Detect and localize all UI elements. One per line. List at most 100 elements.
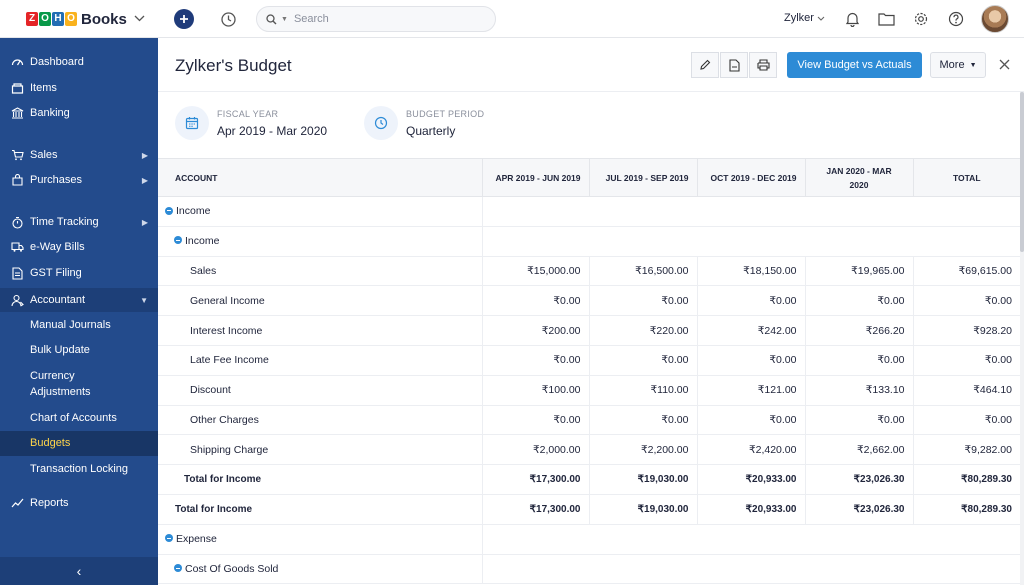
row-total: ₹0.00 xyxy=(912,405,1020,436)
sidebar-item-sales[interactable]: Sales ▶ xyxy=(0,145,158,165)
sidebar-subitem-budgets[interactable]: Budgets xyxy=(0,431,158,456)
sidebar-item-accountant[interactable]: Accountant ▼ xyxy=(0,288,158,312)
print-button[interactable] xyxy=(749,52,777,78)
main-content: Zylker's Budget View Budget vs Actuals M… xyxy=(158,38,1024,585)
row-total: ₹464.10 xyxy=(912,375,1020,406)
sidebar-item-reports[interactable]: Reports xyxy=(0,493,158,513)
group-name[interactable]: Expense xyxy=(158,524,482,555)
export-pdf-button[interactable] xyxy=(720,52,748,78)
group-name[interactable]: Cost Of Goods Sold xyxy=(158,554,482,585)
bell-icon xyxy=(845,12,859,27)
collapse-icon[interactable] xyxy=(165,534,173,543)
budget-cell[interactable]: ₹15,000.00 xyxy=(481,256,589,287)
chevron-right-icon: ▶ xyxy=(141,175,148,185)
search-box[interactable]: ▼ xyxy=(256,6,496,32)
budget-cell[interactable]: ₹19,965.00 xyxy=(804,256,913,287)
sidebar-item-items[interactable]: Items xyxy=(0,78,158,98)
budget-cell[interactable]: ₹133.10 xyxy=(804,375,913,406)
scrollbar-thumb[interactable] xyxy=(1020,92,1024,252)
brand-name: Books xyxy=(81,10,127,28)
budget-cell[interactable]: ₹0.00 xyxy=(804,285,913,317)
search-input[interactable] xyxy=(293,13,474,25)
budget-cell[interactable]: ₹2,200.00 xyxy=(588,434,697,466)
settings-button[interactable] xyxy=(911,9,931,29)
budget-cell[interactable]: ₹16,500.00 xyxy=(588,256,697,287)
sidebar-item-gst-filing[interactable]: GST Filing xyxy=(0,263,158,283)
budget-cell[interactable]: ₹2,662.00 xyxy=(804,434,913,466)
quick-create-button[interactable] xyxy=(174,9,194,29)
group-row-expense[interactable]: Expense xyxy=(158,524,1020,555)
view-budget-vs-actuals-button[interactable]: View Budget vs Actuals xyxy=(787,52,922,78)
group-name[interactable]: Income xyxy=(158,226,482,257)
sidebar-item-purchases[interactable]: Purchases ▶ xyxy=(0,170,158,190)
chevron-left-icon: ‹ xyxy=(76,563,82,579)
sidebar-item-eway-bills[interactable]: e-Way Bills xyxy=(0,237,158,257)
sidebar-subitem-bulk-update[interactable]: Bulk Update xyxy=(30,344,90,356)
sidebar-subitem-manual-journals[interactable]: Manual Journals xyxy=(30,319,111,331)
organization-switcher[interactable]: Zylker xyxy=(784,12,825,24)
budget-cell[interactable]: ₹0.00 xyxy=(804,405,913,436)
budget-cell[interactable]: ₹2,000.00 xyxy=(481,434,589,466)
edit-button[interactable] xyxy=(691,52,719,78)
column-header-account: ACCOUNT xyxy=(158,158,482,197)
column-header-q2: JUL 2019 - SEP 2019 xyxy=(588,158,697,197)
budget-cell[interactable]: ₹0.00 xyxy=(588,405,697,436)
collapse-icon[interactable] xyxy=(174,236,182,245)
budget-cell[interactable]: ₹0.00 xyxy=(588,345,697,376)
app-switcher[interactable]: Z O H O Books xyxy=(0,0,158,38)
group-row-cogs[interactable]: Cost Of Goods Sold xyxy=(158,554,1020,585)
budget-cell[interactable]: ₹200.00 xyxy=(481,315,589,346)
group-name[interactable]: Income xyxy=(158,196,482,227)
sidebar-item-dashboard[interactable]: Dashboard xyxy=(0,52,158,72)
cart-icon xyxy=(10,148,24,162)
dashboard-icon xyxy=(10,55,24,69)
budget-cell[interactable]: ₹220.00 xyxy=(588,315,697,346)
budget-cell[interactable]: ₹100.00 xyxy=(481,375,589,406)
budget-cell[interactable]: ₹18,150.00 xyxy=(696,256,805,287)
budget-cell[interactable]: ₹121.00 xyxy=(696,375,805,406)
collapse-icon[interactable] xyxy=(165,206,173,215)
sidebar-item-banking[interactable]: Banking xyxy=(0,103,158,123)
accountant-icon xyxy=(10,293,24,307)
recent-history-button[interactable] xyxy=(218,9,238,29)
scrollbar[interactable] xyxy=(1020,92,1024,585)
budget-cell[interactable]: ₹266.20 xyxy=(804,315,913,346)
budget-cell[interactable]: ₹0.00 xyxy=(481,345,589,376)
group-row-income-sub[interactable]: Income xyxy=(158,226,1020,257)
table-row: Sales ₹15,000.00 ₹16,500.00 ₹18,150.00 ₹… xyxy=(158,256,1020,287)
group-row-income[interactable]: Income xyxy=(158,196,1020,227)
column-header-total: TOTAL xyxy=(912,158,1020,197)
budget-cell[interactable]: ₹2,420.00 xyxy=(696,434,805,466)
sidebar-subitem-transaction-locking[interactable]: Transaction Locking xyxy=(30,463,129,475)
sidebar-subitem-chart-of-accounts[interactable]: Chart of Accounts xyxy=(30,412,117,424)
collapse-sidebar-button[interactable]: ‹ xyxy=(0,557,158,585)
user-avatar[interactable] xyxy=(981,5,1009,33)
budget-cell[interactable]: ₹0.00 xyxy=(696,345,805,376)
clock-icon xyxy=(364,106,398,140)
documents-button[interactable] xyxy=(876,9,896,29)
search-scope-dropdown-icon[interactable]: ▼ xyxy=(281,15,288,23)
budget-cell[interactable]: ₹110.00 xyxy=(588,375,697,406)
budget-cell[interactable]: ₹242.00 xyxy=(696,315,805,346)
chevron-down-icon xyxy=(817,14,825,23)
help-button[interactable] xyxy=(946,9,966,29)
budget-cell[interactable]: ₹0.00 xyxy=(588,285,697,317)
budget-cell[interactable]: ₹0.00 xyxy=(481,285,589,317)
group-label: Cost Of Goods Sold xyxy=(185,562,279,575)
close-button[interactable] xyxy=(996,56,1012,72)
account-name: Late Fee Income xyxy=(158,345,482,376)
sidebar-item-time-tracking[interactable]: Time Tracking ▶ xyxy=(0,212,158,232)
row-total: ₹928.20 xyxy=(912,315,1020,346)
budget-cell[interactable]: ₹0.00 xyxy=(696,405,805,436)
more-button[interactable]: More ▼ xyxy=(930,52,986,78)
notifications-button[interactable] xyxy=(842,9,862,29)
stopwatch-icon xyxy=(10,215,24,229)
sidebar-subitem-currency-adjustments[interactable]: Currency Adjustments xyxy=(30,370,91,398)
budget-cell[interactable]: ₹0.00 xyxy=(481,405,589,436)
empty-cell xyxy=(481,554,1020,585)
budget-cell[interactable]: ₹0.00 xyxy=(696,285,805,317)
pdf-icon xyxy=(728,58,740,72)
column-header-q1: APR 2019 - JUN 2019 xyxy=(481,158,589,197)
budget-cell[interactable]: ₹0.00 xyxy=(804,345,913,376)
collapse-icon[interactable] xyxy=(174,564,182,573)
